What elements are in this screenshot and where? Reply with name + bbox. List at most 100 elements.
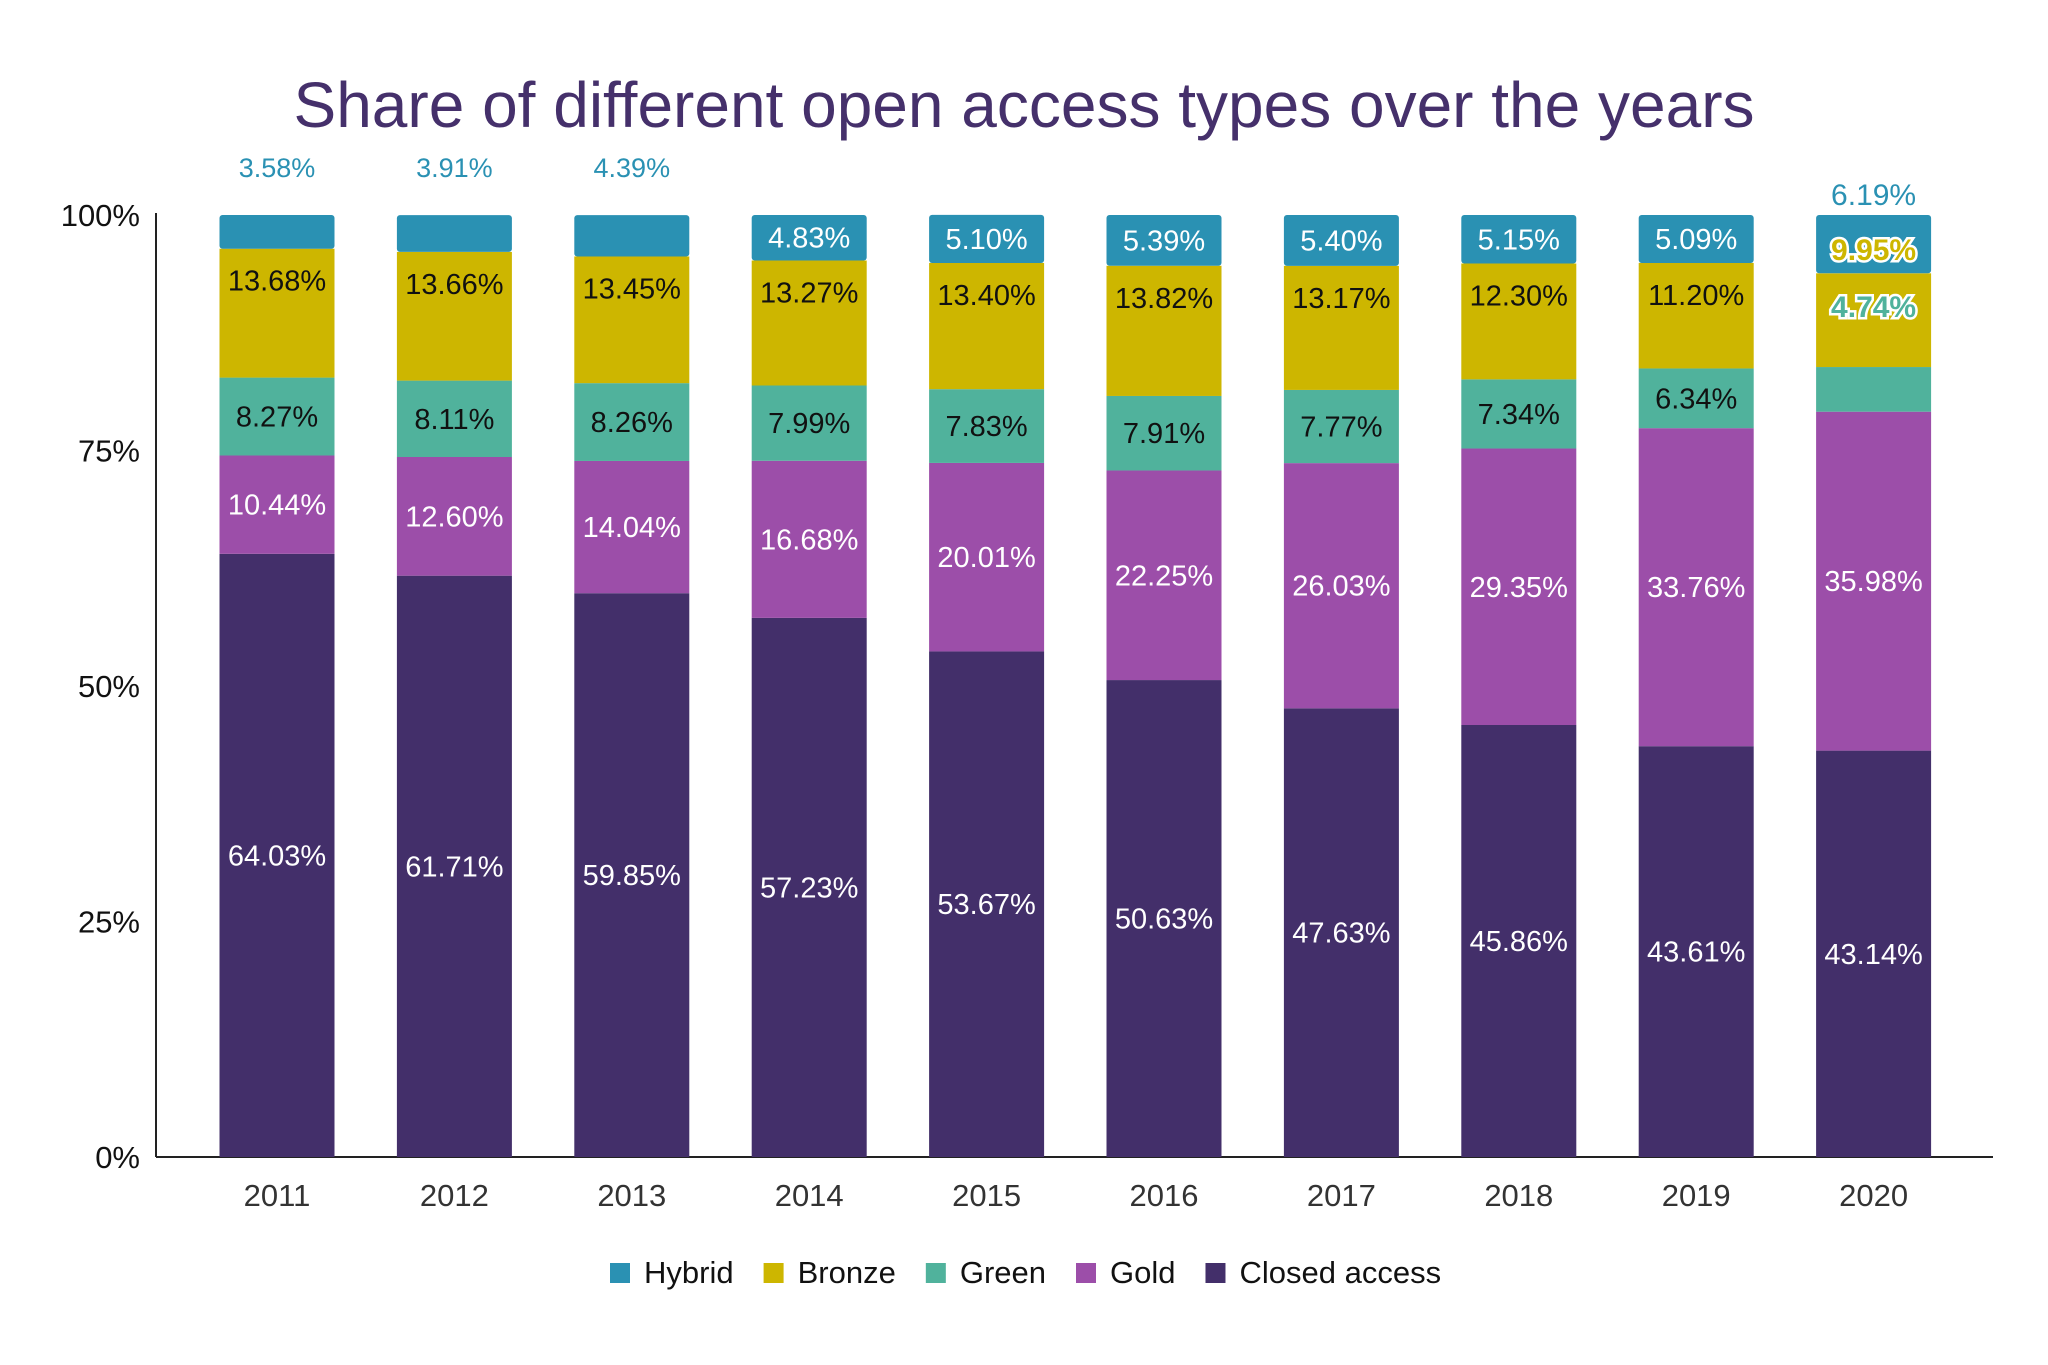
bar-segment-closed-access	[1638, 746, 1754, 1157]
bar-segment-closed-access	[574, 593, 690, 1157]
x-tick-label: 2012	[420, 1178, 489, 1213]
data-label-bronze: 13.66%	[405, 269, 503, 301]
legend-label: Gold	[1110, 1255, 1175, 1290]
data-label-gold: 14.04%	[583, 512, 681, 544]
bar-segment-hybrid	[1283, 215, 1399, 266]
data-label-bronze: 13.68%	[228, 266, 326, 298]
data-label-closed-access: 43.61%	[1647, 937, 1745, 969]
data-label-gold: 16.68%	[760, 524, 858, 556]
bar-segment-bronze	[219, 248, 335, 378]
data-label-gold: 29.35%	[1470, 572, 1568, 604]
data-label-green: 7.77%	[1300, 412, 1382, 444]
data-label-green: 7.99%	[768, 408, 850, 440]
bar-segment-hybrid	[1816, 215, 1932, 274]
bar-segment-hybrid	[574, 215, 690, 257]
legend-label: Bronze	[798, 1255, 896, 1290]
bar-segment-gold	[1816, 411, 1932, 751]
data-label-hybrid: 5.10%	[945, 224, 1027, 256]
bar-segment-closed-access	[929, 651, 1045, 1157]
x-tick-label: 2011	[244, 1178, 311, 1213]
data-label-closed-access: 53.67%	[937, 889, 1035, 921]
bar-segment-hybrid	[1638, 215, 1754, 263]
data-label-gold: 35.98%	[1824, 566, 1922, 598]
data-label-green: 8.26%	[591, 407, 673, 439]
bar-segment-hybrid	[219, 215, 335, 249]
x-tick-label: 2018	[1484, 1178, 1553, 1213]
y-tick-label: 75%	[78, 434, 140, 469]
data-label-hybrid: 3.91%	[416, 153, 493, 183]
bar-segment-bronze	[751, 260, 867, 386]
data-label-bronze: 13.40%	[937, 280, 1035, 312]
data-label-hybrid: 5.40%	[1300, 225, 1382, 257]
bar-segment-closed-access	[396, 575, 512, 1157]
data-label-green: 6.34%	[1655, 383, 1737, 415]
bar-segment-bronze	[1816, 273, 1932, 368]
x-tick-label: 2016	[1130, 1178, 1199, 1213]
y-tick-label: 25%	[78, 905, 140, 940]
bar-segment-green	[1106, 395, 1222, 471]
legend-swatch-bronze	[763, 1263, 784, 1283]
bar-segment-closed-access	[1106, 680, 1222, 1157]
data-label-closed-access: 57.23%	[760, 872, 858, 904]
data-label-bronze: 13.45%	[583, 273, 681, 305]
data-label-bronze: 13.82%	[1115, 283, 1213, 315]
data-label-closed-access: 45.86%	[1470, 926, 1568, 958]
bar-segment-gold	[1283, 463, 1399, 709]
bar-segment-green	[929, 389, 1045, 463]
data-label-bronze: 13.27%	[760, 277, 858, 309]
bar-segment-green	[1283, 389, 1399, 464]
data-label-closed-access: 61.71%	[405, 851, 503, 883]
data-label-gold: 10.44%	[228, 490, 326, 522]
data-label-green: 4.74%	[1831, 291, 1916, 324]
x-tick-label: 2020	[1839, 1178, 1908, 1213]
data-label-green: 7.83%	[945, 411, 1027, 443]
bar-segment-hybrid	[751, 215, 867, 261]
data-label-bronze: 12.30%	[1470, 281, 1568, 313]
bar-segment-gold	[1461, 448, 1577, 725]
bar-segment-hybrid	[1461, 215, 1577, 264]
bar-segment-gold	[574, 460, 690, 594]
y-tick-label: 50%	[78, 669, 140, 704]
data-label-green: 8.27%	[236, 402, 318, 434]
data-label-gold: 20.01%	[937, 542, 1035, 574]
chart-title: Share of different open access types ove…	[293, 69, 1755, 141]
legend-swatch-closed-access	[1205, 1263, 1226, 1283]
bar-segment-bronze	[574, 256, 690, 384]
data-label-gold: 12.60%	[405, 501, 503, 533]
bar-segment-closed-access	[1461, 724, 1577, 1157]
bar-segment-green	[574, 383, 690, 461]
bar-segment-gold	[1106, 470, 1222, 681]
legend-label: Hybrid	[644, 1255, 734, 1290]
data-label-green: 7.34%	[1478, 399, 1560, 431]
bar-segment-closed-access	[1816, 750, 1932, 1157]
x-tick-label: 2013	[597, 1178, 666, 1213]
data-label-gold: 26.03%	[1292, 571, 1390, 603]
data-label-closed-access: 43.14%	[1824, 939, 1922, 971]
bar-segment-gold	[1638, 428, 1754, 747]
bar-segment-hybrid	[396, 215, 512, 252]
bar-segment-bronze	[396, 251, 512, 381]
data-label-bronze: 13.17%	[1292, 283, 1390, 315]
data-label-hybrid: 3.58%	[239, 153, 316, 183]
data-label-hybrid: 5.39%	[1123, 225, 1205, 257]
data-label-closed-access: 64.03%	[228, 840, 326, 872]
data-label-bronze: 9.95%	[1831, 234, 1916, 267]
data-label-hybrid: 6.19%	[1831, 179, 1916, 212]
bar-segment-bronze	[1106, 265, 1222, 396]
y-tick-label: 0%	[95, 1140, 140, 1175]
legend-swatch-gold	[1076, 1263, 1096, 1283]
data-label-hybrid: 4.39%	[594, 153, 671, 183]
x-tick-label: 2017	[1307, 1178, 1376, 1213]
data-label-gold: 33.76%	[1647, 572, 1745, 604]
legend-label: Closed access	[1239, 1255, 1441, 1290]
bar-segment-green	[1816, 367, 1932, 412]
bar-segment-bronze	[1461, 263, 1577, 380]
data-label-green: 8.11%	[414, 404, 494, 436]
legend-swatch-green	[925, 1263, 946, 1283]
legend-swatch-hybrid	[610, 1263, 630, 1283]
data-label-green: 7.91%	[1123, 418, 1205, 450]
bar-segment-gold	[751, 460, 867, 618]
data-label-closed-access: 47.63%	[1292, 918, 1390, 950]
x-tick-label: 2019	[1662, 1178, 1731, 1213]
bar-segment-closed-access	[219, 553, 335, 1157]
